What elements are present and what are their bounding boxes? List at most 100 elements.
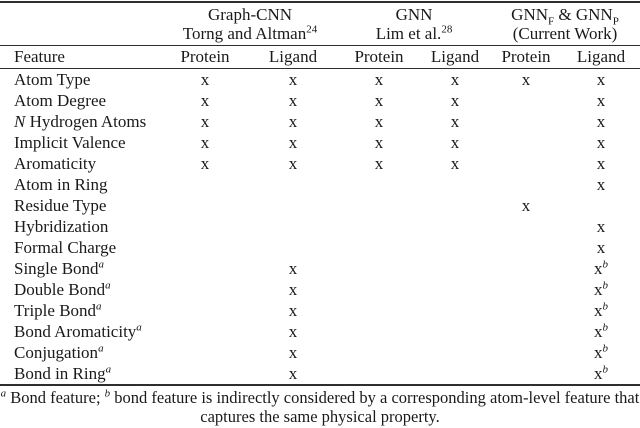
footnote-reference: a bbox=[136, 320, 142, 333]
feature-mark: x bbox=[288, 342, 298, 362]
feature-mark: x bbox=[450, 153, 460, 173]
feature-mark: x bbox=[521, 69, 531, 89]
empty-cell bbox=[490, 363, 562, 385]
footnote-reference: b bbox=[602, 257, 609, 270]
empty-cell bbox=[248, 216, 338, 237]
table-row: Formal Charge x bbox=[0, 237, 640, 258]
feature-mark: x bbox=[200, 69, 210, 89]
empty-cell bbox=[490, 216, 562, 237]
footnote-reference: b bbox=[602, 341, 609, 354]
feature-mark: x bbox=[450, 90, 460, 110]
feature-mark: x bbox=[596, 216, 606, 236]
empty-cell bbox=[162, 342, 248, 363]
feature-mark: x bbox=[200, 90, 210, 110]
column-header-protein-1: Protein bbox=[162, 45, 248, 69]
feature-mark: x bbox=[596, 237, 606, 257]
feature-label: Aromaticity bbox=[14, 153, 97, 173]
empty-cell bbox=[338, 279, 420, 300]
column-header-ligand-3: Ligand bbox=[562, 45, 640, 69]
footnote-text-a: Bond feature; bbox=[10, 388, 101, 407]
feature-mark: x bbox=[450, 69, 460, 89]
feature-mark: x bbox=[288, 363, 298, 383]
empty-cell bbox=[338, 321, 420, 342]
subscript-f: F bbox=[548, 15, 555, 28]
footnote-reference: a bbox=[105, 362, 112, 375]
feature-label: Triple Bonda bbox=[14, 299, 102, 320]
feature-label: Atom Type bbox=[14, 69, 91, 89]
empty-cell bbox=[338, 258, 420, 279]
group-title-current-work: GNNF & GNNP bbox=[511, 5, 619, 28]
citation-superscript: 28 bbox=[441, 23, 453, 36]
column-group-gnn: GNN Lim et al.28 bbox=[338, 2, 490, 46]
feature-mark: x bbox=[374, 69, 384, 89]
empty-cell bbox=[338, 363, 420, 385]
empty-cell bbox=[338, 174, 420, 195]
feature-mark: x bbox=[596, 132, 606, 152]
feature-label: N Hydrogen Atoms bbox=[14, 111, 147, 131]
feature-label: Bond Aromaticitya bbox=[14, 320, 142, 341]
table-row: N Hydrogen Atoms x x x x x bbox=[0, 111, 640, 132]
feature-mark: x bbox=[596, 153, 606, 173]
empty-cell bbox=[490, 321, 562, 342]
feature-mark: x bbox=[450, 132, 460, 152]
table-footnote: a Bond feature; b bond feature is indire… bbox=[0, 388, 640, 426]
empty-cell bbox=[420, 237, 490, 258]
feature-mark: x bbox=[288, 258, 298, 278]
empty-cell bbox=[490, 237, 562, 258]
feature-mark: x bbox=[596, 111, 606, 131]
footnote-reference: b bbox=[602, 362, 609, 375]
feature-label: Conjugationa bbox=[14, 341, 104, 362]
feature-mark: x bbox=[200, 132, 210, 152]
empty-cell bbox=[420, 195, 490, 216]
empty-cell bbox=[248, 174, 338, 195]
empty-cell bbox=[338, 195, 420, 216]
table-row: Single Bonda x xb bbox=[0, 258, 640, 279]
feature-label: Single Bonda bbox=[14, 257, 105, 278]
feature-mark: x bbox=[374, 153, 384, 173]
feature-mark: x bbox=[596, 90, 606, 110]
empty-cell bbox=[338, 216, 420, 237]
empty-cell bbox=[420, 321, 490, 342]
feature-mark: x bbox=[521, 195, 531, 215]
table-row: Residue Type x bbox=[0, 195, 640, 216]
feature-label: Formal Charge bbox=[14, 237, 117, 257]
feature-label: Implicit Valence bbox=[14, 132, 126, 152]
column-header-ligand-2: Ligand bbox=[420, 45, 490, 69]
empty-cell bbox=[490, 300, 562, 321]
empty-cell bbox=[490, 279, 562, 300]
footnote-text-b: bond feature is indirectly considered by… bbox=[114, 388, 640, 426]
feature-mark: x bbox=[288, 132, 298, 152]
subscript-p: P bbox=[612, 15, 619, 28]
group-header-spacer bbox=[0, 2, 162, 46]
empty-cell bbox=[162, 237, 248, 258]
column-group-graph-cnn: Graph-CNN Torng and Altman24 bbox=[162, 2, 338, 46]
group-subtitle-gnn: Lim et al.28 bbox=[375, 23, 453, 43]
empty-cell bbox=[420, 300, 490, 321]
empty-cell bbox=[490, 342, 562, 363]
table-row: Bond Aromaticitya x xb bbox=[0, 321, 640, 342]
empty-cell bbox=[162, 279, 248, 300]
empty-cell bbox=[562, 195, 640, 216]
empty-cell bbox=[248, 195, 338, 216]
table-row: Atom in Ring x bbox=[0, 174, 640, 195]
empty-cell bbox=[162, 321, 248, 342]
feature-mark: x bbox=[288, 279, 298, 299]
footnote-reference: a bbox=[105, 278, 111, 291]
empty-cell bbox=[338, 300, 420, 321]
empty-cell bbox=[162, 174, 248, 195]
feature-mark: xb bbox=[594, 257, 609, 278]
empty-cell bbox=[162, 195, 248, 216]
feature-mark: x bbox=[200, 111, 210, 131]
column-header-row: Feature Protein Ligand Protein Ligand Pr… bbox=[0, 45, 640, 69]
table-row: Aromaticity x x x x x bbox=[0, 153, 640, 174]
feature-mark: x bbox=[288, 111, 298, 131]
feature-comparison-table: Graph-CNN Torng and Altman24 GNN Lim et … bbox=[0, 1, 640, 386]
empty-cell bbox=[248, 237, 338, 258]
feature-mark: x bbox=[450, 111, 460, 131]
group-title-graph-cnn: Graph-CNN bbox=[207, 5, 293, 24]
table-body: Atom Type x x x x x x Atom Degree x x x x x N Hydroge… bbox=[0, 69, 640, 386]
feature-mark: xb bbox=[594, 341, 609, 362]
footnote-reference: a bbox=[98, 341, 104, 354]
footnote-reference: b bbox=[602, 320, 609, 333]
column-header-protein-3: Protein bbox=[490, 45, 562, 69]
